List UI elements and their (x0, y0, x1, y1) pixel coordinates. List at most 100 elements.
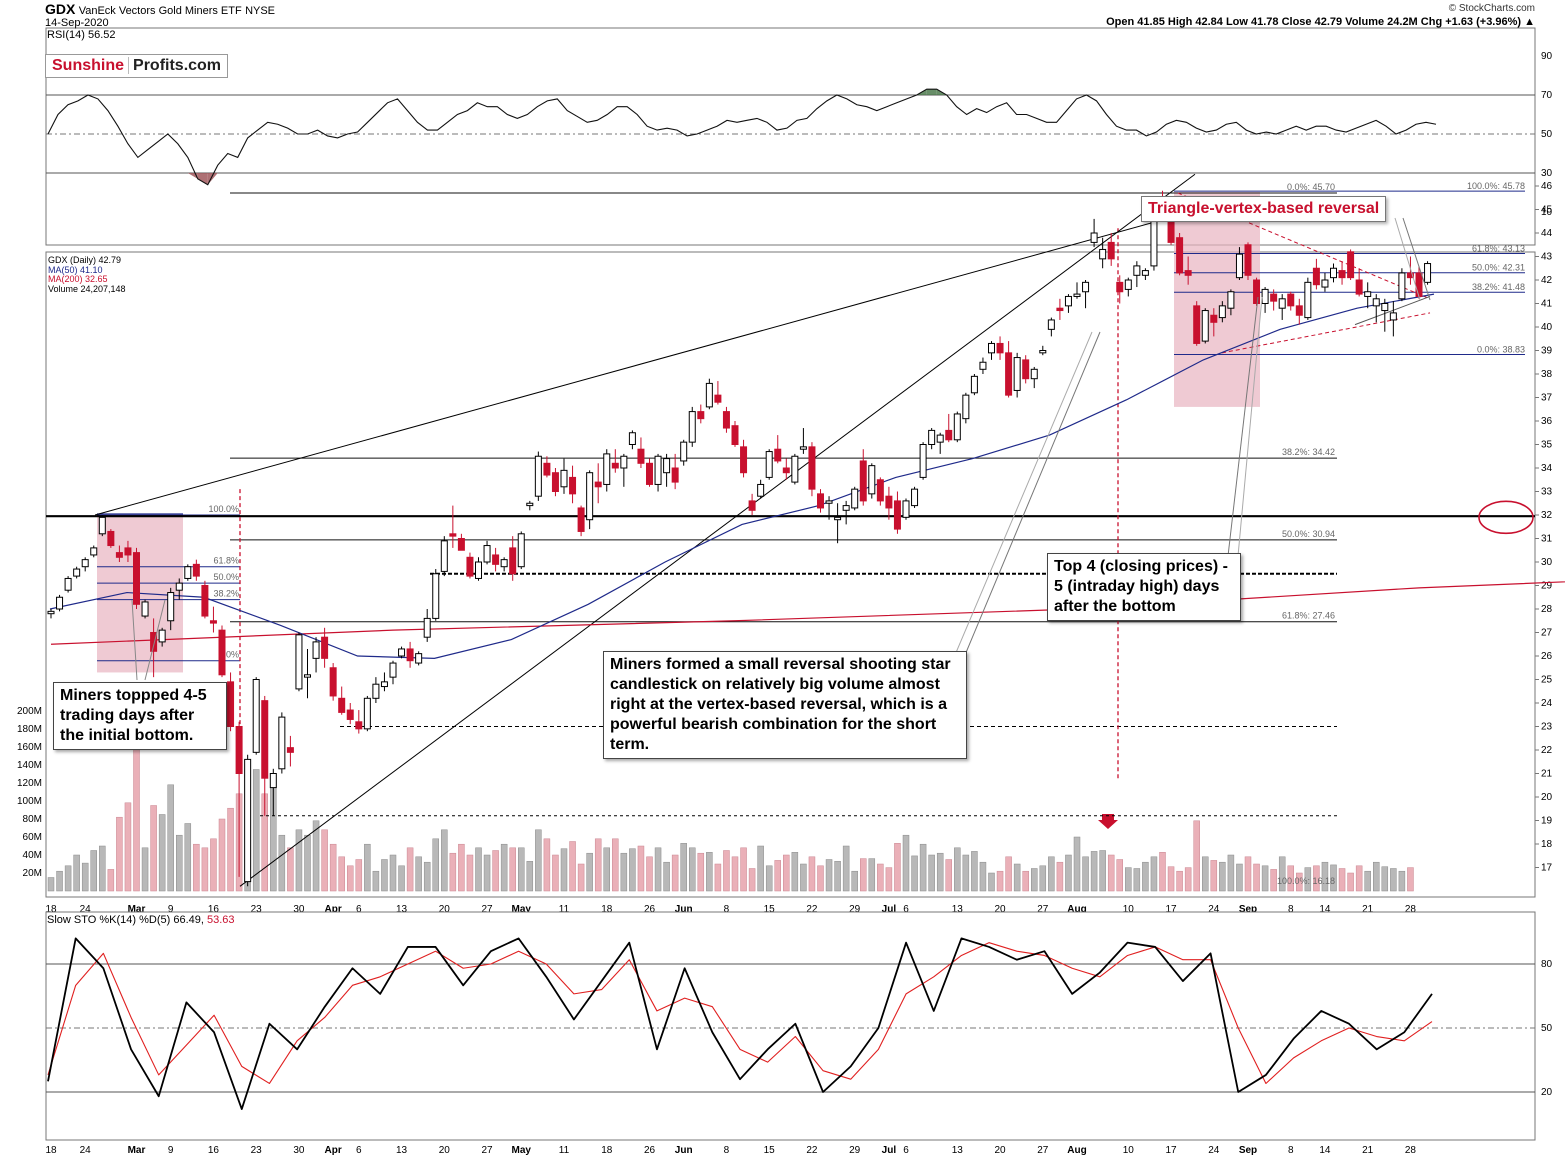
candle-body (637, 448, 645, 464)
date-tick-11: 11 (559, 904, 570, 915)
fib-left-label: 100.0% (208, 504, 239, 514)
rsi-oversold-fill (197, 173, 208, 185)
date-tick-28: 28 (1405, 904, 1417, 915)
sto-tick-50: 50 (1541, 1023, 1553, 1034)
volume-bar (1184, 867, 1192, 892)
volume-bar (714, 863, 722, 892)
candle-body (1107, 241, 1115, 260)
candle-body (628, 432, 636, 445)
candle (355, 710, 363, 734)
volume-bar (962, 854, 970, 892)
candle (1406, 256, 1414, 285)
candle-body (355, 721, 363, 730)
candle-body (876, 479, 884, 502)
candle-body (175, 582, 183, 591)
volume-bar (1005, 856, 1012, 892)
shooting-line-5: term. (610, 736, 650, 753)
candle-body (765, 451, 773, 478)
top4-line-2: 5 (intraday high) days (1054, 578, 1220, 595)
volume-bar (1390, 868, 1397, 892)
candle-body (1184, 270, 1192, 276)
sto-date-tick-30: 30 (293, 1145, 305, 1156)
volume-bar (312, 820, 320, 892)
candle-body (671, 467, 679, 483)
price-tick-36: 36 (1541, 416, 1553, 427)
candle (876, 477, 884, 506)
volume-bar (569, 841, 576, 892)
candle (748, 493, 756, 515)
date-tick-Sep: Sep (1239, 904, 1257, 915)
credit: © StockCharts.com (1448, 3, 1535, 14)
candle-body (722, 411, 730, 429)
candle (90, 545, 98, 558)
candle-body (834, 516, 842, 521)
candle (175, 578, 183, 600)
sto-label-black: Slow STO %K(14) %D(5) 66.49, (47, 914, 204, 926)
volume-bar (603, 847, 610, 892)
candle-body (184, 566, 192, 579)
volume-bar (800, 863, 807, 892)
volume-bar (150, 805, 157, 892)
sto-date-tick-8: 8 (1288, 1145, 1294, 1156)
candle (457, 533, 465, 551)
candle-body (919, 444, 927, 478)
date-tick-Aug: Aug (1067, 904, 1086, 915)
candle (594, 463, 602, 504)
candle-body (304, 674, 311, 678)
volume-bar (860, 858, 867, 892)
fund-name: VanEck Vectors Gold Miners ETF (78, 5, 242, 17)
date-tick-8: 8 (1288, 904, 1294, 915)
candle-body (1235, 253, 1243, 279)
fib-mid-label: 0.0%: 45.70 (1287, 182, 1335, 192)
volume-bar (227, 807, 234, 892)
candle-body (1022, 359, 1030, 380)
volume-tick-200M: 200M (17, 706, 42, 717)
volume-bar (936, 852, 944, 892)
candle-body (748, 500, 756, 511)
sto-date-tick-13: 13 (396, 1145, 408, 1156)
candle-body (791, 455, 799, 483)
candle-body (338, 697, 346, 713)
candle-body (962, 394, 970, 420)
sto-tick-80: 80 (1541, 959, 1553, 970)
price-tick-39: 39 (1541, 346, 1553, 357)
date-tick-18: 18 (601, 904, 613, 915)
candle (817, 489, 824, 513)
candle-body (928, 429, 936, 445)
candle (731, 421, 739, 447)
date-tick-18: 18 (45, 904, 57, 915)
candle-body (389, 662, 397, 678)
volume-bar (116, 816, 123, 892)
candle (1347, 249, 1355, 280)
volume-bar (1125, 867, 1132, 892)
volume-bar (731, 856, 739, 892)
volume-bar (338, 856, 345, 892)
fib-left-label: 38.2% (213, 589, 239, 599)
candle (851, 486, 859, 511)
date-tick-13: 13 (952, 904, 964, 915)
candle (304, 648, 311, 699)
candle-body (714, 394, 722, 403)
candle (534, 451, 542, 501)
candle-body (517, 533, 525, 568)
date-tick-21: 21 (1362, 904, 1374, 915)
volume-bar (543, 838, 551, 892)
price-tick-44: 44 (1541, 228, 1553, 239)
candle-body (47, 610, 55, 615)
volume-bar (287, 847, 294, 892)
volume-bar (1116, 859, 1123, 892)
candle-body (509, 547, 517, 575)
candle-body (646, 462, 653, 485)
volume-bar (877, 863, 884, 892)
candle (1013, 352, 1021, 398)
candle (1278, 294, 1286, 320)
candle (1398, 268, 1406, 302)
candle (1193, 301, 1201, 346)
candle (671, 453, 679, 490)
candle-body (1330, 267, 1337, 279)
candle (740, 439, 748, 478)
volume-bar (535, 829, 542, 892)
candle-body (988, 342, 995, 354)
candle (1304, 277, 1312, 320)
volume-bar (278, 834, 286, 892)
